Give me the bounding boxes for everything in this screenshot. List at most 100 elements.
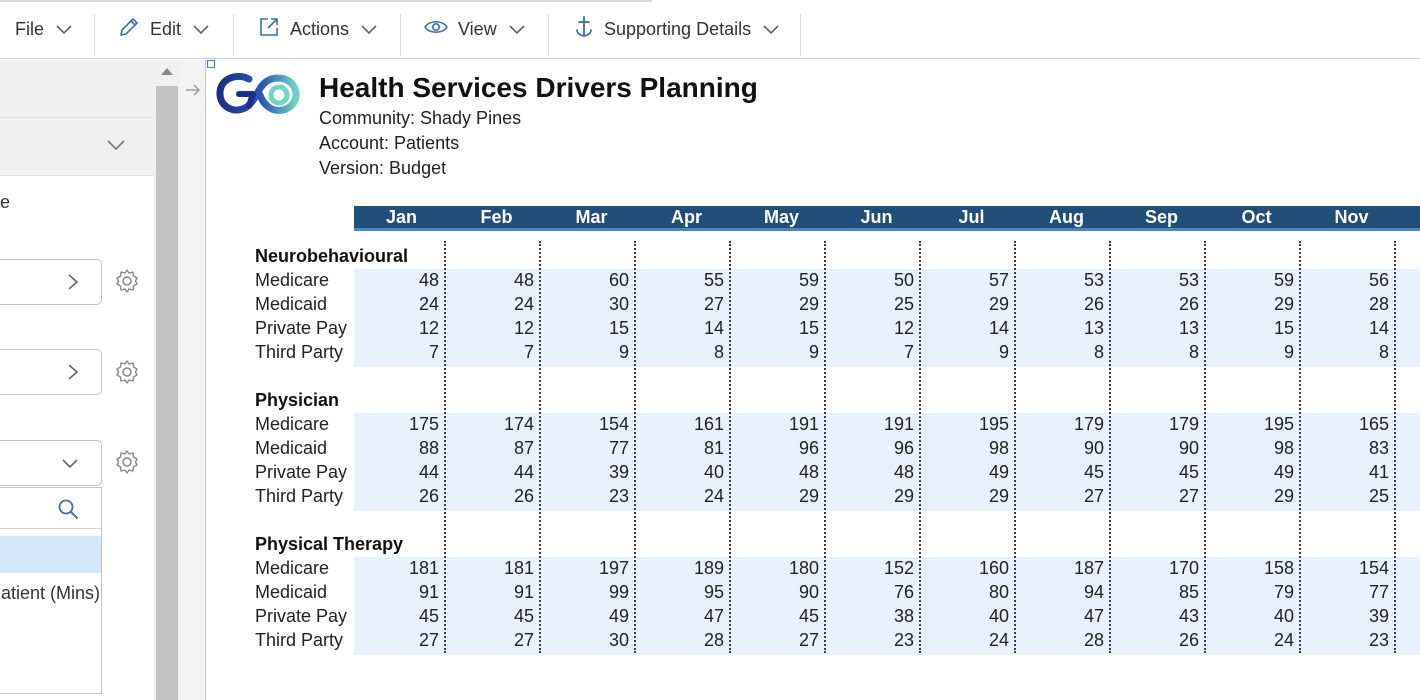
table-cell[interactable]: 28: [1083, 630, 1104, 651]
table-cell[interactable]: 180: [788, 558, 819, 578]
table-cell[interactable]: 30: [608, 630, 629, 651]
table-cell[interactable]: 99: [608, 582, 629, 603]
actions-menu-button[interactable]: Actions: [258, 2, 377, 57]
table-cell[interactable]: 181: [503, 558, 534, 578]
table-cell[interactable]: 55: [703, 270, 724, 290]
table-cell[interactable]: 15: [1273, 318, 1294, 339]
table-cell[interactable]: 88: [418, 438, 439, 459]
table-cell[interactable]: 48: [513, 270, 534, 290]
table-cell[interactable]: 170: [1168, 558, 1199, 578]
table-cell[interactable]: 160: [978, 558, 1009, 578]
table-cell[interactable]: 13: [1178, 318, 1199, 339]
table-cell[interactable]: 91: [418, 582, 439, 603]
table-cell[interactable]: 41: [1368, 462, 1389, 483]
table-cell[interactable]: 38: [893, 606, 914, 627]
table-cell[interactable]: 14: [1368, 318, 1389, 339]
table-cell[interactable]: 45: [1178, 462, 1199, 483]
scrollbar-thumb[interactable]: [156, 86, 178, 700]
dropdown-option-selected[interactable]: [0, 536, 101, 573]
table-cell[interactable]: 91: [513, 582, 534, 603]
table-cell[interactable]: 29: [988, 486, 1009, 507]
table-cell[interactable]: 27: [1083, 486, 1104, 507]
table-cell[interactable]: 26: [1178, 630, 1199, 651]
selection-handle[interactable]: [207, 60, 215, 68]
table-cell[interactable]: 23: [1368, 630, 1389, 651]
table-cell[interactable]: 26: [1083, 294, 1104, 315]
table-cell[interactable]: 48: [893, 462, 914, 483]
table-cell[interactable]: 14: [703, 318, 724, 339]
table-cell[interactable]: 98: [1273, 438, 1294, 459]
table-cell[interactable]: 24: [513, 294, 534, 315]
table-cell[interactable]: 26: [418, 486, 439, 507]
table-cell[interactable]: 29: [893, 486, 914, 507]
table-cell[interactable]: 44: [513, 462, 534, 483]
table-cell[interactable]: 48: [798, 462, 819, 483]
table-cell[interactable]: 53: [1178, 270, 1199, 290]
table-cell[interactable]: 79: [1273, 582, 1294, 603]
table-cell[interactable]: 59: [798, 270, 819, 290]
table-cell[interactable]: 7: [523, 342, 534, 363]
table-cell[interactable]: 13: [1083, 318, 1104, 339]
table-cell[interactable]: 30: [608, 294, 629, 315]
table-cell[interactable]: 27: [1178, 486, 1199, 507]
table-cell[interactable]: 29: [1273, 294, 1294, 315]
table-cell[interactable]: 24: [1273, 630, 1294, 651]
table-cell[interactable]: 44: [418, 462, 439, 483]
table-cell[interactable]: 29: [1273, 486, 1294, 507]
table-cell[interactable]: 76: [893, 582, 914, 603]
table-cell[interactable]: 23: [893, 630, 914, 651]
table-cell[interactable]: 40: [1273, 606, 1294, 627]
table-cell[interactable]: 27: [418, 630, 439, 651]
table-cell[interactable]: 45: [513, 606, 534, 627]
table-cell[interactable]: 56: [1368, 270, 1389, 290]
table-cell[interactable]: 24: [418, 294, 439, 315]
table-cell[interactable]: 12: [513, 318, 534, 339]
table-cell[interactable]: 181: [408, 558, 439, 578]
table-cell[interactable]: 47: [1083, 606, 1104, 627]
table-cell[interactable]: 85: [1178, 582, 1199, 603]
table-cell[interactable]: 98: [988, 438, 1009, 459]
table-cell[interactable]: 90: [1178, 438, 1199, 459]
table-cell[interactable]: 29: [798, 294, 819, 315]
table-cell[interactable]: 39: [1368, 606, 1389, 627]
table-cell[interactable]: 8: [713, 342, 724, 363]
table-cell[interactable]: 9: [998, 342, 1009, 363]
table-cell[interactable]: 43: [1178, 606, 1199, 627]
table-cell[interactable]: 24: [988, 630, 1009, 651]
table-cell[interactable]: 9: [1283, 342, 1294, 363]
table-cell[interactable]: 152: [883, 558, 914, 578]
table-cell[interactable]: 12: [418, 318, 439, 339]
dropdown-search-input[interactable]: [0, 488, 101, 529]
table-cell[interactable]: 77: [1368, 582, 1389, 603]
table-cell[interactable]: 53: [1083, 270, 1104, 290]
table-cell[interactable]: 15: [608, 318, 629, 339]
table-cell[interactable]: 59: [1273, 270, 1294, 290]
table-cell[interactable]: 187: [1073, 558, 1104, 578]
table-cell[interactable]: 195: [1263, 414, 1294, 434]
gear-icon[interactable]: [114, 268, 140, 294]
table-cell[interactable]: 49: [1273, 462, 1294, 483]
table-cell[interactable]: 27: [703, 294, 724, 315]
table-cell[interactable]: 90: [798, 582, 819, 603]
table-cell[interactable]: 161: [693, 414, 724, 434]
table-cell[interactable]: 28: [1368, 294, 1389, 315]
table-cell[interactable]: 81: [703, 438, 724, 459]
table-cell[interactable]: 95: [703, 582, 724, 603]
table-cell[interactable]: 83: [1368, 438, 1389, 459]
table-cell[interactable]: 25: [893, 294, 914, 315]
table-cell[interactable]: 29: [798, 486, 819, 507]
table-cell[interactable]: 12: [893, 318, 914, 339]
gear-icon[interactable]: [114, 359, 140, 385]
gear-icon[interactable]: [114, 449, 140, 475]
edit-menu-button[interactable]: Edit: [118, 2, 209, 57]
table-cell[interactable]: 23: [608, 486, 629, 507]
file-menu-button[interactable]: File: [0, 2, 72, 57]
table-cell[interactable]: 40: [703, 462, 724, 483]
table-cell[interactable]: 179: [1073, 414, 1104, 434]
table-cell[interactable]: 154: [598, 414, 629, 434]
scroll-up-arrow-icon[interactable]: [161, 68, 173, 75]
table-cell[interactable]: 7: [428, 342, 439, 363]
table-cell[interactable]: 197: [598, 558, 629, 578]
table-cell[interactable]: 27: [513, 630, 534, 651]
table-cell[interactable]: 80: [988, 582, 1009, 603]
